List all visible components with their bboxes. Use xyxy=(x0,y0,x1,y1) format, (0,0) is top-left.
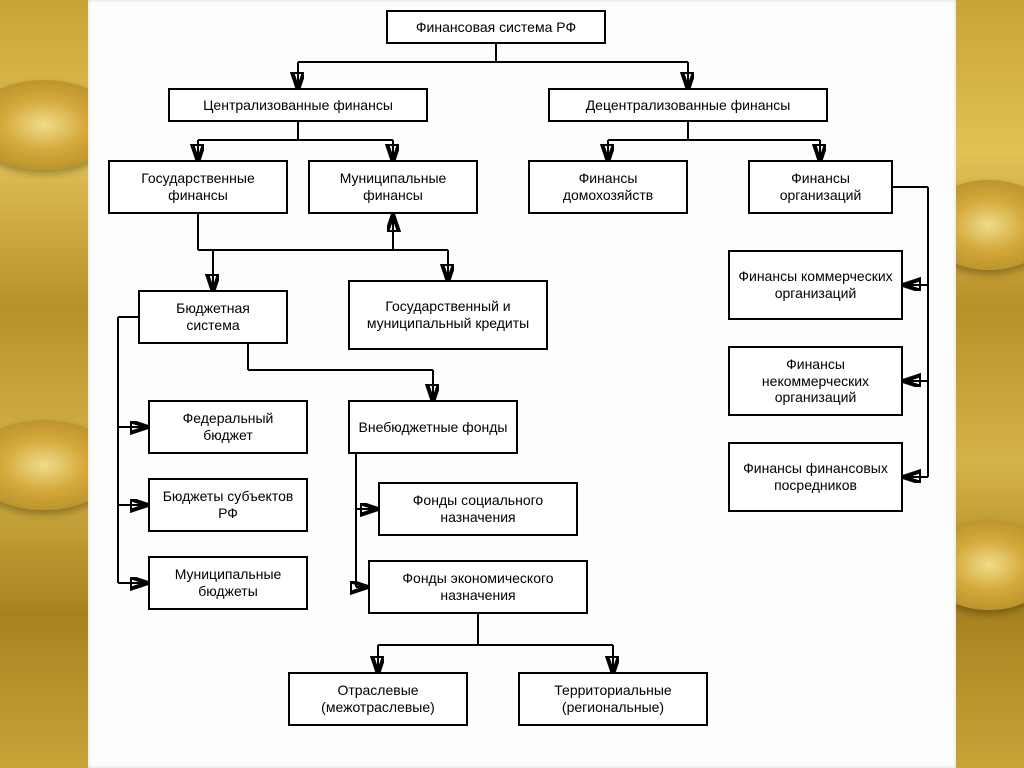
background-coins-left xyxy=(0,0,88,768)
node-label: Фонды экономического назначения xyxy=(378,570,578,604)
node-household-finance: Финансы домохозяйств xyxy=(528,160,688,214)
node-label: Финансы финансовых посредников xyxy=(738,460,893,494)
node-label: Отраслевые (межотраслевые) xyxy=(298,682,458,716)
node-org-finance: Финансы организаций xyxy=(748,160,893,214)
node-commercial-org-finance: Финансы коммерческих организаций xyxy=(728,250,903,320)
node-label: Финансы организаций xyxy=(758,170,883,204)
node-gov-finance: Государственные финансы xyxy=(108,160,288,214)
node-label: Государственные финансы xyxy=(118,170,278,204)
node-noncommercial-org-finance: Финансы некоммерческих организаций xyxy=(728,346,903,416)
node-label: Федеральный бюджет xyxy=(158,410,298,444)
node-label: Централизованные финансы xyxy=(203,97,393,114)
node-municipal-budgets: Муниципальные бюджеты xyxy=(148,556,308,610)
node-centralized: Централизованные финансы xyxy=(168,88,428,122)
node-budget-system: Бюджетная система xyxy=(138,290,288,344)
node-mun-finance: Муниципальные финансы xyxy=(308,160,478,214)
node-territorial-funds: Территориальные (региональные) xyxy=(518,672,708,726)
diagram-panel: Финансовая система РФ Централизованные ф… xyxy=(88,0,956,768)
node-financial-intermediaries: Финансы финансовых посредников xyxy=(728,442,903,512)
node-root: Финансовая система РФ xyxy=(386,10,606,44)
node-label: Финансы некоммерческих организаций xyxy=(738,356,893,406)
node-label: Внебюджетные фонды xyxy=(359,419,508,436)
node-label: Финансы домохозяйств xyxy=(538,170,678,204)
node-label: Муниципальные финансы xyxy=(318,170,468,204)
node-extrabudget-funds: Внебюджетные фонды xyxy=(348,400,518,454)
node-label: Государственный и муниципальный кредиты xyxy=(358,298,538,332)
node-label: Децентрализованные финансы xyxy=(586,97,791,114)
node-gov-mun-credit: Государственный и муниципальный кредиты xyxy=(348,280,548,350)
node-subject-budgets: Бюджеты субъектов РФ xyxy=(148,478,308,532)
node-social-funds: Фонды социального назначения xyxy=(378,482,578,536)
background-coins-right xyxy=(954,0,1024,768)
node-label: Муниципальные бюджеты xyxy=(158,566,298,600)
node-economic-funds: Фонды экономического назначения xyxy=(368,560,588,614)
node-label: Финансы коммерческих организаций xyxy=(738,268,893,302)
node-label: Финансовая система РФ xyxy=(416,19,576,36)
node-label: Бюджетная система xyxy=(148,300,278,334)
node-label: Территориальные (региональные) xyxy=(528,682,698,716)
node-label: Бюджеты субъектов РФ xyxy=(158,488,298,522)
node-industry-funds: Отраслевые (межотраслевые) xyxy=(288,672,468,726)
node-federal-budget: Федеральный бюджет xyxy=(148,400,308,454)
node-decentralized: Децентрализованные финансы xyxy=(548,88,828,122)
node-label: Фонды социального назначения xyxy=(388,492,568,526)
